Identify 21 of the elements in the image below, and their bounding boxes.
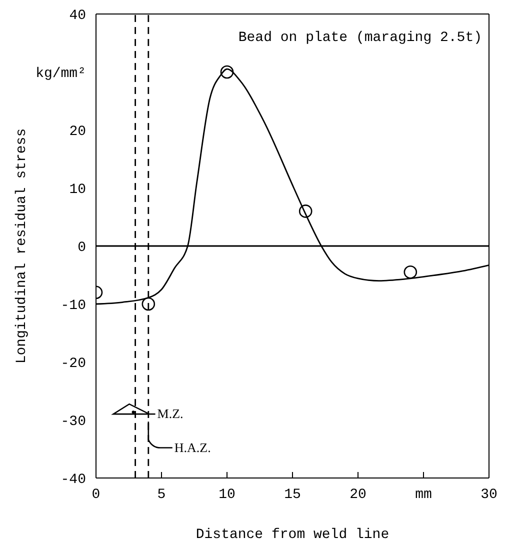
y-tick-label: -10 xyxy=(60,298,86,314)
x-tick-label: 5 xyxy=(157,486,166,503)
ref-line-label: H.A.Z. xyxy=(174,440,211,455)
ref-line-label: M.Z. xyxy=(157,406,184,422)
x-tick-label: 10 xyxy=(218,486,236,503)
x-tick-label: mm xyxy=(415,486,432,503)
y-axis-title: Longitudinal residual stress xyxy=(14,128,30,364)
y-tick-label: -40 xyxy=(60,472,86,488)
y-tick-label: kg/mm² xyxy=(36,66,86,82)
x-tick-label: 20 xyxy=(350,486,366,503)
y-tick-label: 20 xyxy=(69,124,86,140)
x-tick-label: 0 xyxy=(92,486,100,503)
y-tick-label: 40 xyxy=(69,8,86,24)
y-tick-label: -30 xyxy=(60,414,86,430)
text: Bead on plate (maraging 2.5t) xyxy=(238,30,482,46)
x-axis-title: Distance from weld line xyxy=(196,527,390,543)
x-tick-label: 30 xyxy=(480,486,498,503)
x-tick-label: 15 xyxy=(284,486,301,503)
y-tick-label: 0 xyxy=(78,240,86,256)
y-tick-label: -20 xyxy=(60,356,86,372)
y-tick-label: 10 xyxy=(69,182,86,198)
